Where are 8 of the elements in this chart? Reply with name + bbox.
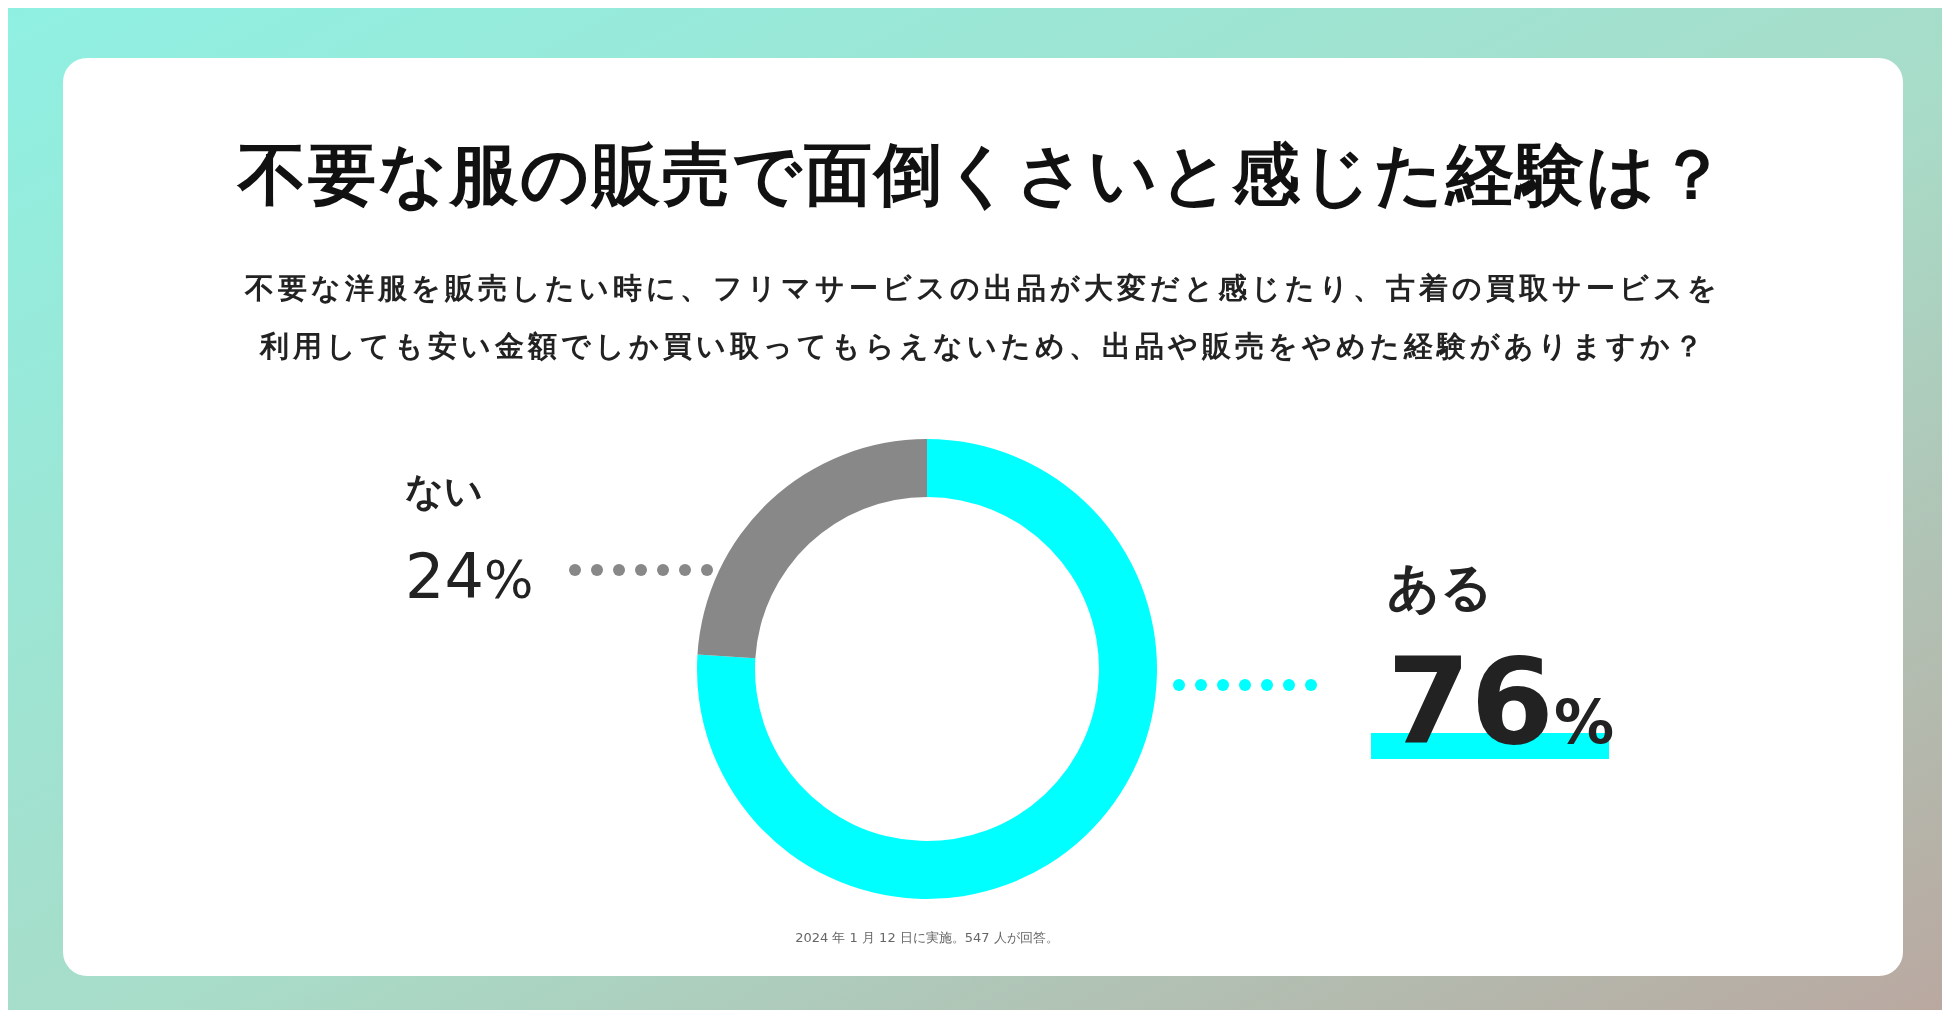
donut-slice (697, 439, 927, 659)
chart-subtitle: 不要な洋服を販売したい時に、フリマサービスの出品が大変だと感じたり、古着の買取サービスを利用しても安い金額でしか買い取ってもらえないため、出品や販売をやめた経験がありますか？ (244, 271, 1721, 363)
chart-title: 不要な服の販売で面倒くさいと感じた経験は？ (236, 135, 1728, 214)
slice-label: ある (1387, 557, 1493, 617)
slice-label: ない (405, 469, 483, 513)
text: 2024 年 1 月 12 日に実施。547 人が回答。 (795, 930, 1059, 945)
data-label: 24% (405, 540, 534, 613)
donut-slice (697, 439, 1157, 899)
